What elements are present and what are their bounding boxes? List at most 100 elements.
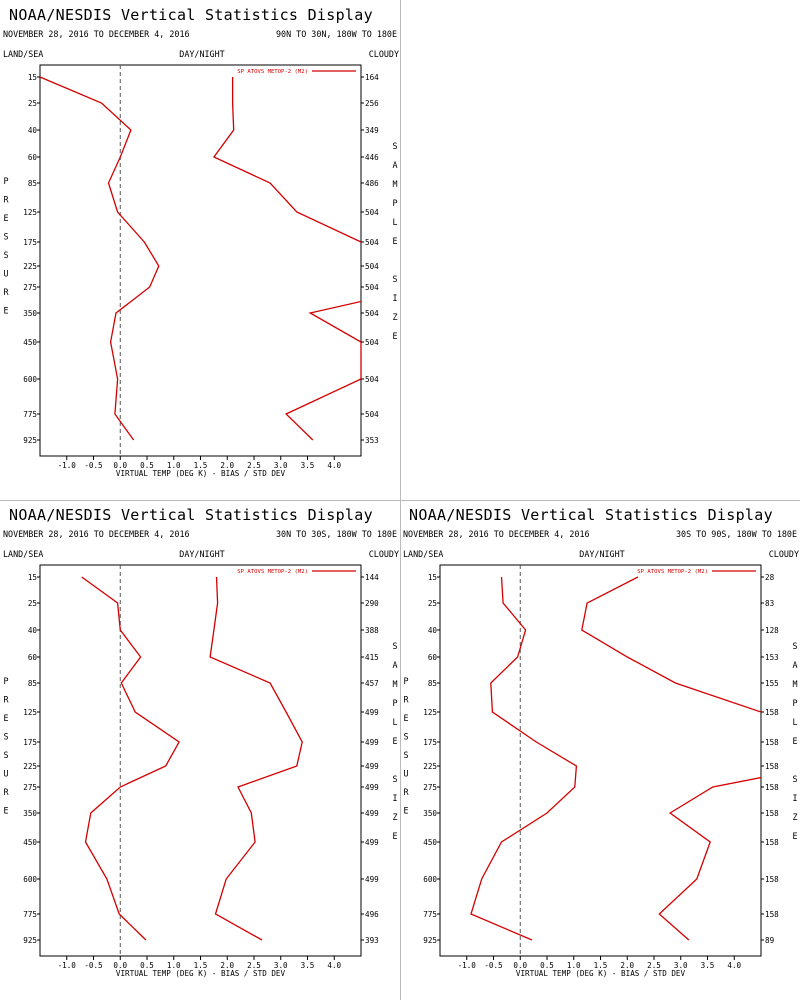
sample-size-label: 290 bbox=[365, 599, 379, 608]
chart-region: 30S TO 90S, 180W TO 180E bbox=[676, 529, 797, 539]
pressure-label: 275 bbox=[23, 783, 37, 792]
sample-size-label: 486 bbox=[365, 179, 379, 188]
sample-size-label: 158 bbox=[765, 762, 779, 771]
x-tick-label: 2.5 bbox=[247, 461, 261, 470]
x-tick-label: 0.5 bbox=[140, 461, 154, 470]
bias-line bbox=[470, 576, 578, 941]
y2-axis-label-char: S bbox=[392, 274, 397, 284]
chart-svg: NOAA/NESDIS Vertical Statistics Display N… bbox=[3, 6, 399, 478]
y-axis-label-char: E bbox=[3, 806, 8, 816]
pressure-label: 350 bbox=[423, 809, 437, 818]
y2-axis-label-char: S bbox=[792, 641, 797, 651]
chart-region: 90N TO 30N, 180W TO 180E bbox=[276, 29, 397, 39]
y2-axis-label-char: M bbox=[392, 679, 397, 689]
y2-axis-label-char: Z bbox=[392, 812, 397, 822]
y2-axis-label-char: I bbox=[392, 293, 397, 303]
pressure-label: 60 bbox=[28, 153, 38, 162]
y-axis-label-char: P bbox=[3, 676, 8, 686]
pressure-label: 15 bbox=[28, 573, 37, 582]
pressure-label: 15 bbox=[28, 73, 37, 82]
sample-size-label: 504 bbox=[365, 375, 379, 384]
std-dev-line bbox=[581, 576, 761, 941]
sample-size-label: 28 bbox=[765, 573, 775, 582]
x-tick-label: 0.0 bbox=[113, 961, 127, 970]
pressure-label: 125 bbox=[23, 708, 37, 717]
y2-axis-label-char: E bbox=[792, 831, 797, 841]
y-axis-label-char: R bbox=[3, 287, 9, 297]
sample-size-label: 153 bbox=[765, 653, 779, 662]
x-tick-label: 3.5 bbox=[701, 961, 715, 970]
sample-size-label: 158 bbox=[765, 783, 779, 792]
sample-size-label: 158 bbox=[765, 738, 779, 747]
sample-size-label: 415 bbox=[365, 653, 379, 662]
sample-size-label: 504 bbox=[365, 410, 379, 419]
sample-size-label: 393 bbox=[365, 936, 379, 945]
x-tick-label: 3.0 bbox=[274, 961, 288, 970]
header-day-night: DAY/NIGHT bbox=[179, 49, 224, 59]
y2-axis-label-char: A bbox=[792, 660, 797, 670]
y2-axis-label-char: S bbox=[392, 141, 397, 151]
chart-svg: NOAA/NESDIS Vertical Statistics Display N… bbox=[3, 506, 399, 978]
pressure-label: 775 bbox=[423, 910, 437, 919]
pressure-label: 15 bbox=[428, 573, 437, 582]
pressure-label: 925 bbox=[423, 936, 437, 945]
pressure-label: 60 bbox=[28, 653, 38, 662]
sample-size-label: 128 bbox=[765, 626, 779, 635]
bias-line bbox=[81, 576, 180, 941]
y2-axis-label-char: P bbox=[392, 698, 397, 708]
pressure-label: 60 bbox=[428, 653, 438, 662]
y-axis-label-char: S bbox=[3, 750, 8, 760]
header-cloudy: CLOUDY bbox=[369, 549, 399, 559]
sample-size-label: 504 bbox=[365, 208, 379, 217]
y-axis-label-char: E bbox=[3, 713, 8, 723]
header-cloudy: CLOUDY bbox=[769, 549, 799, 559]
legend-label: SP ATOVS METOP-2 (M2) bbox=[637, 569, 708, 575]
pressure-label: 350 bbox=[23, 809, 37, 818]
pressure-label: 600 bbox=[23, 875, 37, 884]
pressure-label: 450 bbox=[23, 338, 37, 347]
pressure-label: 450 bbox=[423, 838, 437, 847]
y2-axis-label-char: E bbox=[392, 736, 397, 746]
sample-size-label: 499 bbox=[365, 875, 379, 884]
chart-date-range: NOVEMBER 28, 2016 TO DECEMBER 4, 2016 bbox=[403, 529, 590, 539]
plot-frame bbox=[439, 564, 762, 957]
pressure-label: 925 bbox=[23, 936, 37, 945]
y2-axis-label-char: S bbox=[792, 774, 797, 784]
x-tick-label: 3.5 bbox=[301, 461, 315, 470]
pressure-label: 85 bbox=[428, 679, 437, 688]
pressure-label: 40 bbox=[428, 626, 438, 635]
y2-axis-label-char: M bbox=[792, 679, 797, 689]
y-axis-label-char: S bbox=[3, 732, 8, 742]
header-day-night: DAY/NIGHT bbox=[179, 549, 224, 559]
x-tick-label: 1.5 bbox=[594, 961, 608, 970]
sample-size-label: 499 bbox=[365, 809, 379, 818]
sample-size-label: 349 bbox=[365, 126, 379, 135]
y2-axis-label-char: L bbox=[792, 717, 797, 727]
x-tick-label: 2.5 bbox=[247, 961, 261, 970]
sample-size-label: 158 bbox=[765, 838, 779, 847]
y2-axis-label-char: E bbox=[392, 236, 397, 246]
y-axis-label-char: E bbox=[403, 713, 408, 723]
y2-axis-label-char: P bbox=[392, 198, 397, 208]
x-tick-label: 0.5 bbox=[540, 961, 554, 970]
x-tick-label: 2.0 bbox=[620, 961, 634, 970]
x-tick-label: 2.0 bbox=[220, 461, 234, 470]
y-axis-label-char: R bbox=[403, 695, 409, 705]
chart-date-range: NOVEMBER 28, 2016 TO DECEMBER 4, 2016 bbox=[3, 529, 190, 539]
y2-axis-label-char: Z bbox=[392, 312, 397, 322]
pressure-label: 600 bbox=[423, 875, 437, 884]
chart-title: NOAA/NESDIS Vertical Statistics Display bbox=[409, 506, 773, 524]
sample-size-label: 499 bbox=[365, 783, 379, 792]
sample-size-label: 504 bbox=[365, 262, 379, 271]
chart-region: 30N TO 30S, 180W TO 180E bbox=[276, 529, 397, 539]
sample-size-label: 155 bbox=[765, 679, 779, 688]
sample-size-label: 158 bbox=[765, 708, 779, 717]
sample-size-label: 504 bbox=[365, 338, 379, 347]
sample-size-label: 446 bbox=[365, 153, 379, 162]
y-axis-label-char: P bbox=[403, 676, 408, 686]
pressure-label: 775 bbox=[23, 410, 37, 419]
x-tick-label: 3.5 bbox=[301, 961, 315, 970]
pressure-label: 175 bbox=[423, 738, 437, 747]
header-day-night: DAY/NIGHT bbox=[579, 549, 624, 559]
pressure-label: 600 bbox=[23, 375, 37, 384]
